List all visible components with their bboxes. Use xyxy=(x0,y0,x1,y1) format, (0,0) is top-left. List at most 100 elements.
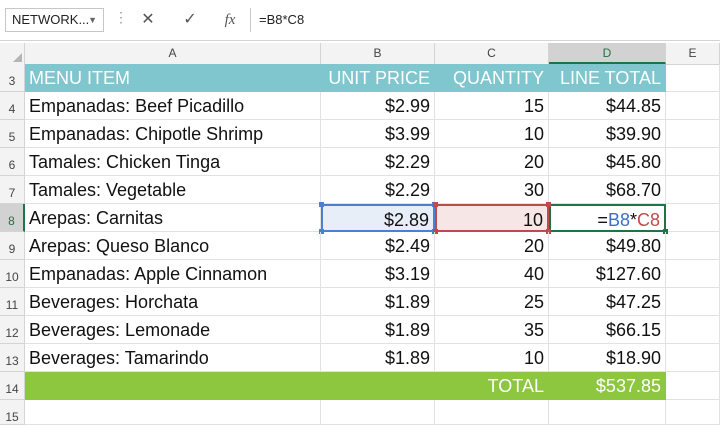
ref-handle-c8-bl[interactable] xyxy=(433,229,438,234)
row-header-12[interactable]: 12 xyxy=(0,316,25,344)
quantity-cell[interactable]: 30 xyxy=(435,176,549,204)
item-name-cell[interactable]: Beverages: Horchata xyxy=(25,288,321,316)
column-header-d[interactable]: D xyxy=(549,43,666,64)
item-name-cell[interactable]: Beverages: Tamarindo xyxy=(25,344,321,372)
ref-handle-c8-tr[interactable] xyxy=(546,202,551,207)
more-options-icon: ⋮ xyxy=(114,9,128,25)
line-total-cell[interactable]: $49.80 xyxy=(549,232,666,260)
column-header-c[interactable]: C xyxy=(435,43,549,64)
unit-price-cell[interactable]: $2.29 xyxy=(321,176,435,204)
total-band-cell-a[interactable] xyxy=(25,372,321,400)
item-name-cell[interactable]: Arepas: Carnitas xyxy=(25,204,321,232)
empty-cell[interactable] xyxy=(666,344,720,372)
row-header-7[interactable]: 7 xyxy=(0,176,25,204)
select-all-corner[interactable] xyxy=(0,43,25,64)
empty-cell[interactable] xyxy=(666,316,720,344)
ref-handle-c8-br[interactable] xyxy=(546,229,551,234)
row-header-5[interactable]: 5 xyxy=(0,120,25,148)
line-total-cell[interactable]: $68.70 xyxy=(549,176,666,204)
quantity-cell[interactable]: 15 xyxy=(435,92,549,120)
check-icon[interactable]: ✓ xyxy=(183,11,197,28)
line-total-cell[interactable]: $66.15 xyxy=(549,316,666,344)
empty-cell[interactable] xyxy=(666,288,720,316)
empty-cell[interactable] xyxy=(666,148,720,176)
column-header-e[interactable]: E xyxy=(666,43,720,64)
quantity-cell[interactable]: 35 xyxy=(435,316,549,344)
quantity-cell[interactable]: 25 xyxy=(435,288,549,316)
line-total-cell[interactable]: $45.80 xyxy=(549,148,666,176)
row-header-10[interactable]: 10 xyxy=(0,260,25,288)
quantity-cell[interactable]: 10 xyxy=(435,344,549,372)
empty-cell[interactable] xyxy=(666,260,720,288)
row-header-15[interactable]: 15 xyxy=(0,400,25,425)
unit-price-cell[interactable]: $3.99 xyxy=(321,120,435,148)
referenced-cell-c8[interactable]: 10 xyxy=(435,204,549,232)
header-quantity[interactable]: QUANTITY xyxy=(435,64,549,92)
item-name-cell[interactable]: Empanadas: Beef Picadillo xyxy=(25,92,321,120)
unit-price-cell[interactable]: $2.29 xyxy=(321,148,435,176)
item-name-cell[interactable]: Tamales: Chicken Tinga xyxy=(25,148,321,176)
cell-e3[interactable] xyxy=(666,64,720,92)
row-header-14[interactable]: 14 xyxy=(0,372,25,400)
quantity-cell[interactable]: 20 xyxy=(435,148,549,176)
column-header-b[interactable]: B xyxy=(321,43,435,64)
ref-handle-b8-bl[interactable] xyxy=(319,229,324,234)
formula-buttons: ✕ ✓ fx xyxy=(136,8,244,32)
empty-cell[interactable] xyxy=(321,400,435,425)
line-total-cell[interactable]: $39.90 xyxy=(549,120,666,148)
line-total-cell[interactable]: $44.85 xyxy=(549,92,666,120)
x-icon[interactable]: ✕ xyxy=(141,11,155,28)
item-name-cell[interactable]: Arepas: Queso Blanco xyxy=(25,232,321,260)
item-name-cell[interactable]: Empanadas: Chipotle Shrimp xyxy=(25,120,321,148)
item-name-cell[interactable]: Tamales: Vegetable xyxy=(25,176,321,204)
active-cell-d8[interactable]: =B8*C8 xyxy=(549,204,666,232)
line-total-cell[interactable]: $18.90 xyxy=(549,344,666,372)
row-header-6[interactable]: 6 xyxy=(0,148,25,176)
header-menu-item[interactable]: MENU ITEM xyxy=(25,64,321,92)
formula-bar: NETWORK... ▼ ⋮ ✕ ✓ fx =B8*C8 xyxy=(0,0,720,41)
unit-price-cell[interactable]: $1.89 xyxy=(321,344,435,372)
header-unit-price[interactable]: UNIT PRICE xyxy=(321,64,435,92)
empty-cell[interactable] xyxy=(666,92,720,120)
total-label[interactable]: TOTAL xyxy=(435,372,549,400)
unit-price-cell[interactable]: $3.19 xyxy=(321,260,435,288)
header-line-total[interactable]: LINE TOTAL xyxy=(549,64,666,92)
total-band-cell-b[interactable] xyxy=(321,372,435,400)
line-total-cell[interactable]: $127.60 xyxy=(549,260,666,288)
fx-icon[interactable]: fx xyxy=(224,12,236,28)
row-header-3[interactable]: 3 xyxy=(0,64,25,92)
unit-price-cell[interactable]: $1.89 xyxy=(321,316,435,344)
formula-input[interactable]: =B8*C8 xyxy=(250,8,720,32)
empty-cell[interactable] xyxy=(666,204,720,232)
row-header-11[interactable]: 11 xyxy=(0,288,25,316)
referenced-cell-b8[interactable]: $2.89 xyxy=(321,204,435,232)
empty-cell[interactable] xyxy=(25,400,321,425)
quantity-cell[interactable]: 40 xyxy=(435,260,549,288)
ref-handle-c8-tl[interactable] xyxy=(433,202,438,207)
empty-cell[interactable] xyxy=(666,232,720,260)
quantity-cell[interactable]: 20 xyxy=(435,232,549,260)
row-header-8[interactable]: 8 xyxy=(0,204,25,232)
line-total-cell[interactable]: $47.25 xyxy=(549,288,666,316)
unit-price-cell[interactable]: $2.49 xyxy=(321,232,435,260)
empty-cell[interactable] xyxy=(549,400,666,425)
empty-cell[interactable] xyxy=(666,372,720,400)
ref-handle-b8-tl[interactable] xyxy=(319,202,324,207)
empty-cell[interactable] xyxy=(666,120,720,148)
row-header-9[interactable]: 9 xyxy=(0,232,25,260)
empty-cell[interactable] xyxy=(666,176,720,204)
fill-handle[interactable] xyxy=(663,229,668,234)
total-value[interactable]: $537.85 xyxy=(549,372,666,400)
chevron-down-icon[interactable]: ▼ xyxy=(88,15,97,25)
unit-price-cell[interactable]: $1.89 xyxy=(321,288,435,316)
empty-cell[interactable] xyxy=(435,400,549,425)
item-name-cell[interactable]: Empanadas: Apple Cinnamon xyxy=(25,260,321,288)
quantity-cell[interactable]: 10 xyxy=(435,120,549,148)
row-header-4[interactable]: 4 xyxy=(0,92,25,120)
item-name-cell[interactable]: Beverages: Lemonade xyxy=(25,316,321,344)
row-header-13[interactable]: 13 xyxy=(0,344,25,372)
unit-price-cell[interactable]: $2.99 xyxy=(321,92,435,120)
column-header-a[interactable]: A xyxy=(25,43,321,64)
empty-cell[interactable] xyxy=(666,400,720,425)
name-box[interactable]: NETWORK... ▼ xyxy=(5,8,104,32)
